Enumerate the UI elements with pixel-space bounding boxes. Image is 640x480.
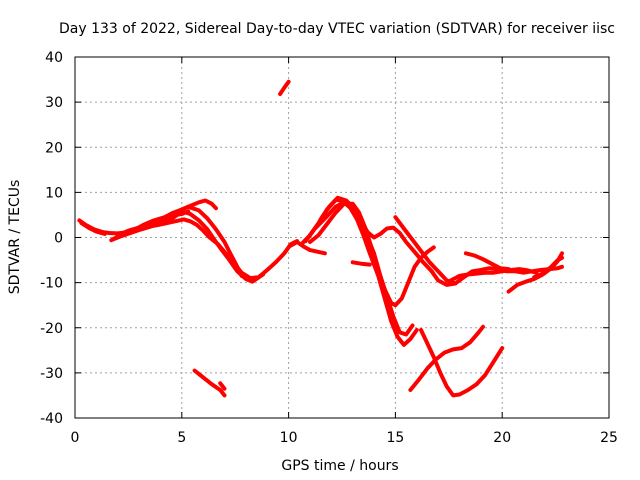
x-tick-label: 5 (177, 430, 186, 446)
series-line-10 (288, 240, 327, 256)
series-line-8 (218, 381, 227, 391)
x-tick-label: 25 (600, 430, 618, 446)
series-line-19 (448, 267, 539, 283)
x-tick-label: 20 (493, 430, 511, 446)
x-tick-label: 10 (280, 430, 298, 446)
y-tick-label: -10 (40, 276, 63, 292)
y-tick-label: -20 (40, 321, 63, 337)
series-line-14 (318, 195, 458, 287)
y-axis-title: SDTVAR / TECUs (7, 180, 23, 295)
y-tick-label: 0 (54, 231, 63, 247)
y-tick-label: 40 (45, 50, 63, 66)
series-line-2 (79, 221, 107, 236)
series-line-18 (408, 324, 485, 392)
series-line-20 (463, 251, 511, 272)
chart-title: Day 133 of 2022, Sidereal Day-to-day VTE… (59, 21, 615, 37)
series-line-17 (419, 328, 505, 398)
grid (75, 57, 609, 418)
series-layer (77, 79, 564, 398)
y-tick-label: 10 (45, 185, 63, 201)
series-line-13 (308, 201, 436, 308)
axis-ticks: 0 5 10 15 20 25 -40 -30 -20 -10 0 10 20 30 40 (40, 50, 618, 446)
x-axis-title: GPS time / hours (281, 458, 398, 474)
x-tick-label: 0 (71, 430, 80, 446)
series-line-7 (192, 368, 227, 398)
series-line-12 (303, 200, 419, 347)
series-line-16 (393, 215, 564, 286)
series-line-15 (350, 260, 372, 267)
y-tick-label: 30 (45, 95, 63, 111)
series-line-6 (186, 204, 244, 278)
y-tick-label: 20 (45, 140, 63, 156)
x-tick-label: 15 (386, 430, 404, 446)
y-tick-label: -30 (40, 366, 63, 382)
y-tick-label: -40 (40, 411, 63, 427)
series-line-22 (532, 255, 564, 280)
series-line-9 (278, 79, 291, 96)
